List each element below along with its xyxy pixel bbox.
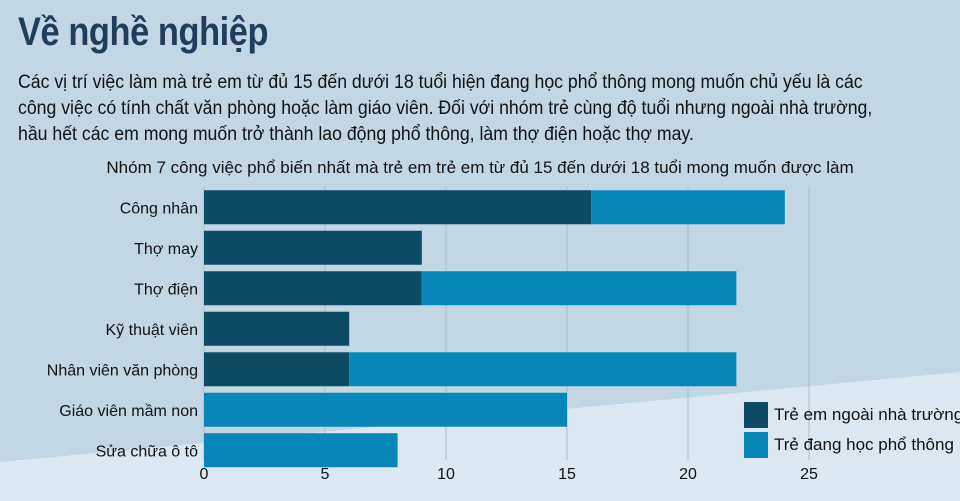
- legend-item-in-school: Trẻ đang học phổ thông: [744, 432, 960, 458]
- category-label-giao-vien-mam-non: Giáo viên mầm non: [59, 403, 198, 420]
- category-label-nhan-vien-van-phong: Nhân viên văn phòng: [47, 362, 198, 379]
- bars: [204, 190, 785, 468]
- legend-label-in-school: Trẻ đang học phổ thông: [774, 435, 954, 454]
- bar-in-school-giao-vien-mam-non: [204, 392, 567, 427]
- chart-title: Nhóm 7 công việc phổ biến nhất mà trẻ em…: [106, 158, 854, 177]
- chart-legend: Trẻ em ngoài nhà trường Trẻ đang học phổ…: [744, 402, 960, 462]
- category-label-cong-nhan: Công nhân: [120, 200, 198, 217]
- bar-out-of-school-tho-dien: [204, 271, 422, 306]
- bar-in-school-tho-dien: [421, 271, 737, 306]
- bar-out-of-school-tho-may: [204, 230, 422, 265]
- bar-in-school-nhan-vien-van-phong: [349, 352, 737, 387]
- legend-swatch-in-school: [744, 432, 768, 458]
- category-label-tho-may: Thợ may: [134, 241, 198, 258]
- page-heading: Về nghề nghiệp: [18, 10, 269, 54]
- bar-out-of-school-ky-thuat-vien: [204, 311, 350, 346]
- x-tick-label: 5: [321, 466, 330, 483]
- bar-out-of-school-nhan-vien-van-phong: [204, 352, 350, 387]
- category-labels: Công nhân Thợ may Thợ điện Kỹ thuật viên Nhâ…: [47, 200, 198, 460]
- legend-swatch-out-of-school: [744, 402, 768, 428]
- category-label-tho-dien: Thợ điện: [134, 281, 198, 298]
- bar-out-of-school-cong-nhan: [204, 190, 592, 225]
- x-tick-label: 25: [800, 466, 818, 483]
- x-tick-label: 10: [437, 466, 455, 483]
- bar-in-school-cong-nhan: [591, 190, 785, 225]
- x-tick-labels: 0 5 10 15 20 25: [200, 466, 818, 483]
- x-tick-label: 15: [558, 466, 576, 483]
- category-label-sua-chua-o-to: Sửa chữa ô tô: [96, 443, 198, 460]
- x-tick-label: 20: [679, 466, 697, 483]
- intro-paragraph: Các vị trí việc làm mà trẻ em từ đủ 15 đ…: [18, 72, 873, 145]
- bar-in-school-sua-chua-o-to: [204, 433, 398, 468]
- x-tick-label: 0: [200, 466, 209, 483]
- category-label-ky-thuat-vien: Kỹ thuật viên: [106, 322, 199, 339]
- legend-item-out-of-school: Trẻ em ngoài nhà trường: [744, 402, 960, 428]
- legend-label-out-of-school: Trẻ em ngoài nhà trường: [774, 405, 960, 424]
